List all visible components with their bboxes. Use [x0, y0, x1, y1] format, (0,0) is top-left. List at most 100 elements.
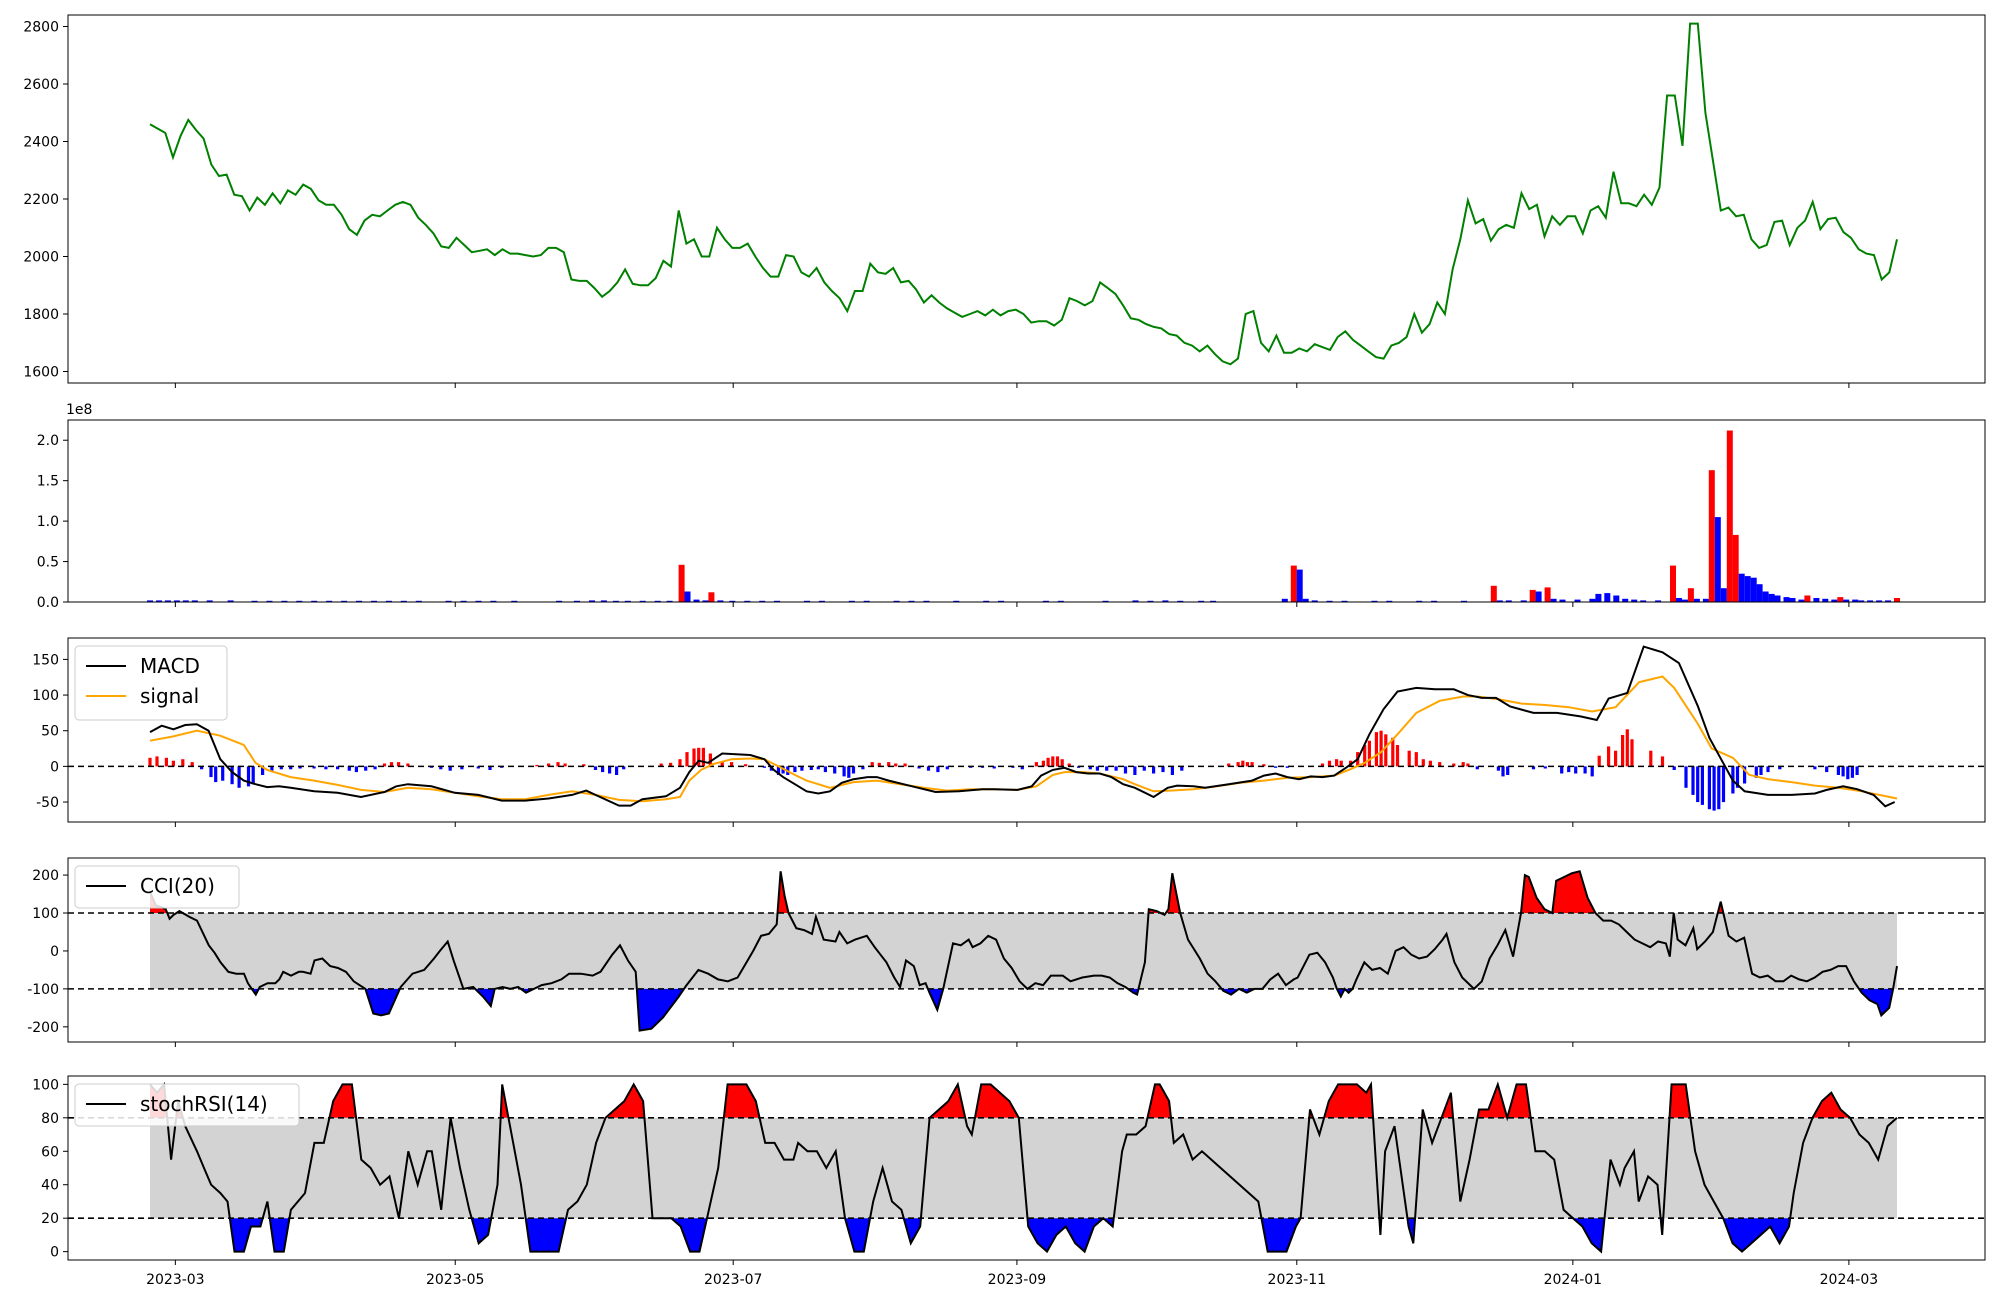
volume-bar [1720, 588, 1727, 602]
volume-bar [1595, 593, 1602, 602]
macd-histogram-bar [488, 766, 492, 770]
macd-histogram-bar [181, 759, 185, 767]
macd-histogram-bar [1813, 766, 1817, 770]
stochrsi-ytick-label: 60 [41, 1144, 59, 1160]
volume-bar [296, 600, 303, 602]
volume-bar [1843, 599, 1850, 602]
macd-histogram-bar [781, 766, 785, 774]
macd-histogram-bar [800, 766, 804, 771]
macd-histogram-bar [1649, 750, 1653, 767]
volume-bar [511, 600, 518, 602]
cci-oversold-fill [1859, 988, 1894, 1016]
cci-line [149, 870, 1898, 1032]
macd-histogram-bar [221, 766, 225, 781]
macd-histogram-bar [926, 766, 931, 771]
cci-oversold-fill [365, 988, 400, 1016]
cci-ytick-label: -100 [27, 982, 59, 998]
macd-histogram-bar [887, 762, 891, 767]
macd-histogram-bar [903, 763, 907, 767]
volume-bar [1057, 600, 1064, 602]
volume-frame [67, 419, 1986, 603]
macd-histogram-bar [1320, 763, 1325, 767]
macd-histogram-bar [1855, 766, 1859, 775]
macd-histogram-bar [894, 763, 898, 767]
volume-offset-label: 1e8 [66, 402, 92, 418]
macd-histogram-bar [1583, 766, 1587, 774]
macd-histogram-bar [347, 766, 351, 771]
stochrsi-overbought-fill [1324, 1084, 1374, 1118]
macd-histogram-bar [1285, 766, 1289, 768]
macd-histogram-bar [289, 766, 293, 770]
volume-bar [1732, 534, 1739, 602]
volume-bar [1416, 600, 1423, 602]
volume-bar [1490, 585, 1497, 602]
volume-bar [1574, 599, 1581, 602]
stochrsi-legend-label: stochRSI(14) [140, 1092, 268, 1116]
volume-bar [490, 600, 497, 602]
price-ytick-label: 2600 [23, 77, 59, 93]
macd-histogram-bar [1391, 737, 1395, 767]
cci-oversold-fill [927, 988, 944, 1010]
volume-bar [1496, 600, 1503, 602]
stochrsi-overbought-fill [1669, 1084, 1691, 1118]
macd-ytick-label: -50 [36, 795, 59, 811]
volume-bar [1714, 517, 1721, 602]
volume-bar [1708, 470, 1715, 602]
macd-histogram-bar [1161, 766, 1165, 773]
volume-bar [729, 600, 736, 602]
macd-histogram-bar [1105, 766, 1109, 771]
volume-bar [1341, 600, 1348, 602]
volume-bar [164, 600, 171, 602]
macd-histogram-bar [1428, 760, 1432, 767]
volume-bar [1813, 598, 1820, 602]
volume-bar [1852, 599, 1859, 602]
macd-histogram-bar [148, 757, 152, 767]
macd-histogram-bar [992, 766, 996, 769]
volume-bar [326, 600, 333, 602]
volume-bar [356, 600, 362, 602]
macd-histogram-bar [336, 766, 340, 770]
macd-histogram-bar [1421, 759, 1425, 767]
volume-bar [1631, 599, 1638, 602]
macd-ytick-label: 50 [41, 724, 59, 740]
volume-bar [475, 600, 482, 602]
volume-bar [1281, 598, 1288, 602]
macd-histogram-bar [1250, 762, 1254, 767]
macd-histogram-bar [793, 766, 797, 773]
volume-bar [1326, 600, 1333, 602]
macd-histogram-bar [692, 748, 696, 767]
macd-histogram-bar [816, 766, 820, 770]
macd-histogram-bar [669, 762, 673, 767]
volume-ytick-label: 0.5 [37, 555, 59, 571]
macd-histogram-bar [1531, 766, 1536, 770]
macd-histogram-bar [1034, 762, 1038, 767]
macd-histogram-bar [298, 766, 302, 769]
macd-histogram-bar [1452, 763, 1456, 767]
macd-histogram-bar [917, 766, 921, 769]
cci-oversold-fill [1221, 988, 1239, 995]
macd-histogram-bar [659, 763, 663, 767]
macd-histogram-bar [261, 766, 265, 775]
macd-legend [74, 645, 228, 721]
volume-bar [1535, 591, 1542, 602]
volume-bar [759, 600, 766, 602]
volume-bar [266, 600, 273, 602]
macd-histogram-bar [851, 766, 856, 774]
macd-histogram-bar [1041, 760, 1045, 767]
volume-bar [612, 600, 619, 602]
macd-histogram-bar [1825, 766, 1829, 773]
macd-histogram-bar [842, 766, 846, 777]
macd-histogram-bar [1227, 763, 1231, 767]
volume-bar [666, 600, 673, 602]
x-tick-label: 2024-03 [1820, 1272, 1879, 1288]
macd-histogram-bar [406, 763, 410, 767]
x-tick-label: 2023-09 [988, 1272, 1047, 1288]
volume-bar [1589, 598, 1596, 602]
stochrsi-oversold-fill [1027, 1218, 1104, 1252]
macd-histogram-bar [397, 762, 401, 767]
volume-bar [744, 600, 751, 602]
macd-histogram-bar [535, 764, 539, 767]
stochrsi-ytick-label: 0 [50, 1245, 59, 1261]
macd-histogram-bar [1691, 766, 1695, 795]
